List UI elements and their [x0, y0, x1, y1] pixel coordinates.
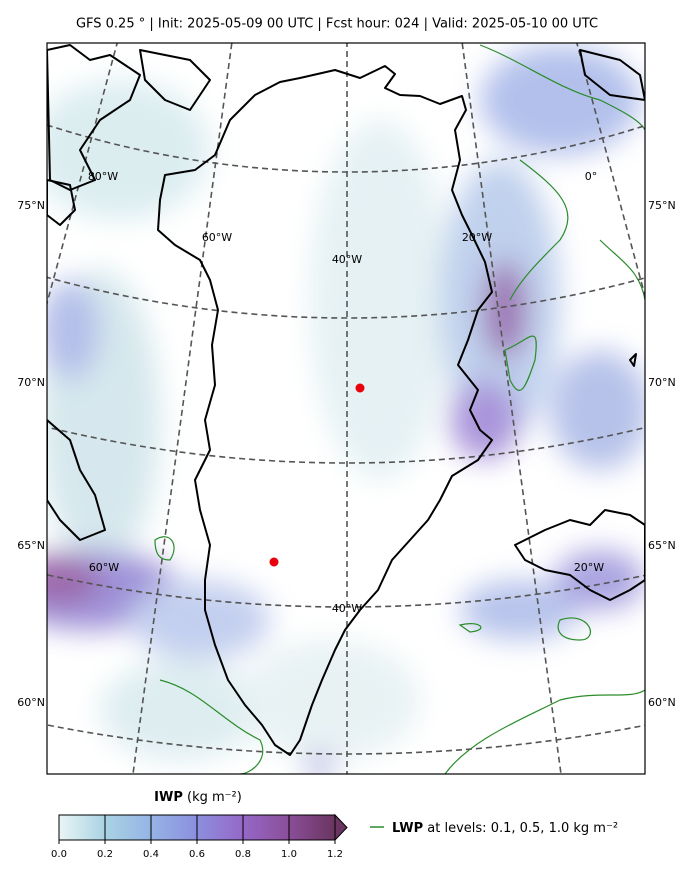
colorbar-extend	[334, 813, 348, 842]
lat-label: 75°N	[648, 199, 676, 212]
lat-label: 65°N	[17, 539, 45, 552]
map-frame	[46, 42, 646, 775]
colorbar-tick-label: 1.0	[281, 849, 297, 860]
title: GFS 0.25 ° | Init: 2025-05-09 00 UTC | F…	[76, 17, 598, 32]
lon-label: 0°	[585, 170, 598, 183]
colorbar-tick-label: 0.6	[189, 849, 205, 860]
lat-label: 60°N	[648, 696, 676, 709]
colorbar: 0.0 0.2 0.4 0.6 0.8 1.0 1.2	[51, 813, 348, 860]
colorbar-tick-label: 1.2	[327, 849, 343, 860]
lon-label: 40°W	[332, 602, 362, 615]
site-marker	[355, 383, 365, 393]
colorbar-tick-label: 0.8	[235, 849, 251, 860]
lon-label: 60°W	[89, 561, 119, 574]
legend-name: LWP	[392, 821, 423, 836]
lat-label: 60°N	[17, 696, 45, 709]
lon-label: 20°W	[462, 231, 492, 244]
colorbar-tick-label: 0.0	[51, 849, 67, 860]
lon-label: 40°W	[332, 253, 362, 266]
lon-label: 80°W	[88, 170, 118, 183]
graticule	[47, 43, 645, 774]
colorbar-tick-label: 0.4	[143, 849, 159, 860]
legend-entry: LWP at levels: 0.1, 0.5, 1.0 kg m⁻²	[392, 821, 618, 836]
lon-label: 60°W	[202, 231, 232, 244]
lat-label: 70°N	[17, 376, 45, 389]
lat-label: 70°N	[648, 376, 676, 389]
lat-labels: 75°N 70°N 65°N 60°N 75°N 70°N 65°N 60°N	[17, 199, 675, 709]
coastlines	[47, 44, 645, 756]
colorbar-units: (kg m⁻²)	[187, 790, 242, 805]
lat-label: 65°N	[648, 539, 676, 552]
colorbar-label: IWP	[154, 790, 183, 805]
colorbar-tick-label: 0.2	[97, 849, 113, 860]
legend-text: at levels: 0.1, 0.5, 1.0 kg m⁻²	[427, 821, 618, 836]
colorbar-title: IWP (kg m⁻²)	[154, 790, 242, 805]
lon-label: 20°W	[574, 561, 604, 574]
lat-label: 75°N	[17, 199, 45, 212]
lon-labels: 80°W 60°W 40°W 20°W 0° 60°W 40°W 20°W	[88, 170, 604, 615]
map: 80°W 60°W 40°W 20°W 0° 60°W 40°W 20°W	[47, 43, 645, 774]
site-marker	[269, 557, 279, 567]
